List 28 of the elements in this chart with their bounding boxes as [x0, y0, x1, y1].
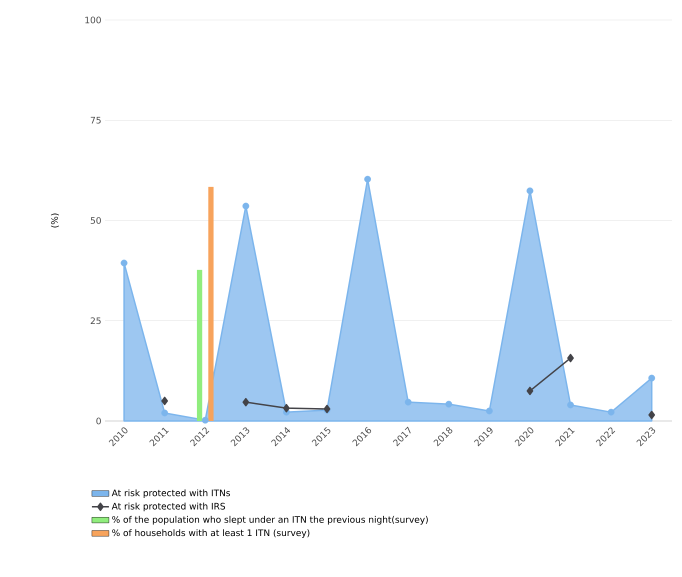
point — [161, 396, 168, 406]
point — [120, 260, 128, 266]
point — [445, 400, 452, 408]
y-tick-label: 25 — [90, 317, 101, 324]
point — [526, 386, 534, 396]
point — [242, 398, 250, 406]
legend-label: At risk protected with IRS — [112, 502, 226, 512]
point — [161, 410, 168, 416]
y-tick-label: 0 — [96, 418, 101, 424]
y-tick-label: 50 — [90, 217, 101, 224]
point — [242, 202, 250, 210]
point — [486, 408, 493, 414]
y-axis-title: (%) — [50, 214, 59, 228]
y-tick-label: 75 — [90, 116, 101, 124]
point — [283, 404, 290, 412]
point — [608, 408, 615, 416]
point — [526, 187, 534, 194]
legend-label: At risk protected with ITNs — [112, 489, 230, 498]
legend-label: % of the population who slept under an ITN the previous night(survey) — [112, 516, 428, 525]
point — [567, 354, 574, 362]
point — [202, 416, 209, 424]
point — [648, 374, 656, 382]
point — [567, 402, 574, 408]
point — [404, 398, 412, 406]
y-tick-label: 100 — [85, 16, 101, 24]
legend-label: % of households with at least 1 ITN (survey) — [112, 529, 310, 538]
point — [648, 410, 656, 420]
point — [364, 176, 371, 183]
